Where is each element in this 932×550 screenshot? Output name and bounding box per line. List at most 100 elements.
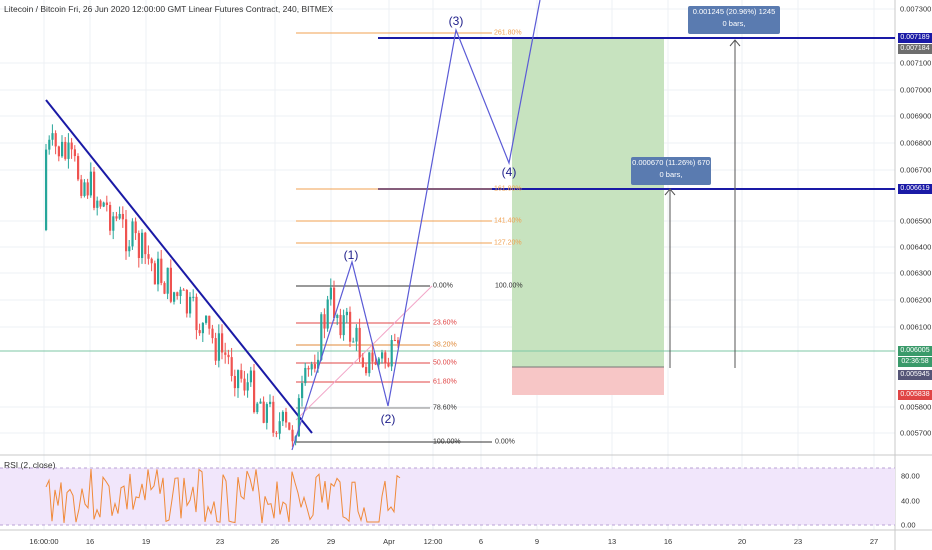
- candle-body: [256, 403, 259, 413]
- fib-label: 61.80%: [433, 378, 457, 386]
- candle-body: [83, 182, 86, 196]
- candle-body: [233, 375, 236, 389]
- candle-body: [134, 221, 137, 234]
- candle-body: [339, 314, 342, 336]
- candle-body: [89, 171, 92, 196]
- measure-line: 0.000670 (11.26%) 670: [632, 158, 710, 167]
- fib-label: 78.60%: [433, 404, 457, 412]
- candle-body: [269, 401, 272, 405]
- time-label: 19: [141, 537, 151, 546]
- candle-body: [265, 404, 268, 423]
- measure-box: 0.000670 (11.26%) 670 0 bars,: [631, 157, 711, 185]
- candle-body: [240, 370, 243, 379]
- time-label: 9: [534, 537, 540, 546]
- candle-body: [48, 139, 51, 150]
- candle-body: [262, 401, 265, 423]
- price-label: 0.007000: [900, 85, 932, 95]
- price-label: 0.006200: [900, 295, 932, 305]
- candle-body: [80, 179, 83, 196]
- candle-body: [51, 133, 54, 140]
- candle-body: [201, 322, 204, 334]
- price-label: 0.006100: [900, 322, 932, 332]
- candle-body: [160, 258, 163, 283]
- candle-body: [365, 367, 368, 374]
- candle-body: [163, 282, 166, 294]
- candle-body: [99, 200, 102, 207]
- candle-body: [275, 432, 278, 434]
- fib-label: 0.00%: [433, 282, 453, 290]
- time-label: 20: [737, 537, 747, 546]
- candle-body: [205, 315, 208, 323]
- candle-body: [345, 311, 348, 316]
- candle-body: [243, 378, 246, 391]
- candle-body: [137, 233, 140, 258]
- price-badge: 0.006619: [898, 184, 932, 194]
- candle-body: [317, 359, 320, 369]
- fib-label: 0.00%: [495, 438, 515, 446]
- candle-body: [192, 296, 195, 298]
- time-label: 23: [215, 537, 225, 546]
- candle-body: [377, 358, 380, 365]
- candle-body: [176, 292, 179, 297]
- candle-body: [397, 340, 400, 344]
- price-label: 0.006800: [900, 138, 932, 148]
- measure-box: 0.001245 (20.96%) 1245 0 bars,: [688, 6, 780, 34]
- candle-body: [96, 200, 99, 208]
- time-label: 13: [607, 537, 617, 546]
- candle-body: [323, 314, 326, 329]
- candle-body: [333, 287, 336, 319]
- candle-body: [121, 213, 124, 220]
- candle-body: [342, 315, 345, 336]
- candle-body: [102, 202, 105, 207]
- price-label: 0.006700: [900, 165, 932, 175]
- price-label: 0.006900: [900, 111, 932, 121]
- candle-body: [224, 352, 227, 355]
- candle-body: [352, 341, 355, 343]
- fib-label: 100.00%: [433, 438, 461, 446]
- candle-body: [336, 314, 339, 319]
- candle-body: [86, 182, 89, 196]
- candle-body: [358, 327, 361, 358]
- candle-body: [67, 142, 70, 159]
- time-label: 16:00:00: [29, 537, 59, 546]
- candle-body: [179, 289, 182, 297]
- fib-label: 23.60%: [433, 319, 457, 327]
- time-label: 12:00: [423, 537, 443, 546]
- price-label: 0.006300: [900, 268, 932, 278]
- projection-line: [295, 285, 433, 421]
- candle-body: [125, 219, 128, 252]
- candle-body: [310, 364, 313, 370]
- candle-body: [77, 156, 80, 180]
- measure-line: 0 bars,: [659, 170, 683, 179]
- time-label: Apr: [383, 537, 395, 546]
- candle-body: [221, 333, 224, 353]
- candle-body: [249, 370, 252, 383]
- chart-title: Litecoin / Bitcoin Fri, 26 Jun 2020 12:0…: [4, 4, 334, 14]
- candle-body: [374, 361, 377, 365]
- candle-body: [253, 370, 256, 413]
- candle-body: [285, 411, 288, 423]
- candle-body: [326, 299, 329, 329]
- candle-body: [313, 364, 316, 369]
- trendline: [45, 99, 313, 434]
- candle-body: [150, 258, 153, 264]
- candle-body: [195, 296, 198, 331]
- candle-body: [384, 352, 387, 363]
- time-label: 23: [793, 537, 803, 546]
- candle-body: [128, 246, 131, 252]
- profit-zone: [512, 38, 664, 367]
- candle-body: [237, 370, 240, 389]
- wave-label-2: (2): [380, 412, 396, 426]
- candle-body: [368, 352, 371, 374]
- fib-label: 50.00%: [433, 359, 457, 367]
- candle-body: [166, 267, 169, 294]
- candle-body: [301, 383, 304, 399]
- fib-ext-label: 161.80%: [494, 185, 522, 193]
- candle-body: [355, 327, 358, 342]
- candle-body: [288, 422, 291, 430]
- candle-body: [185, 289, 188, 314]
- candle-body: [297, 398, 300, 437]
- wave-label-3: (3): [448, 14, 464, 28]
